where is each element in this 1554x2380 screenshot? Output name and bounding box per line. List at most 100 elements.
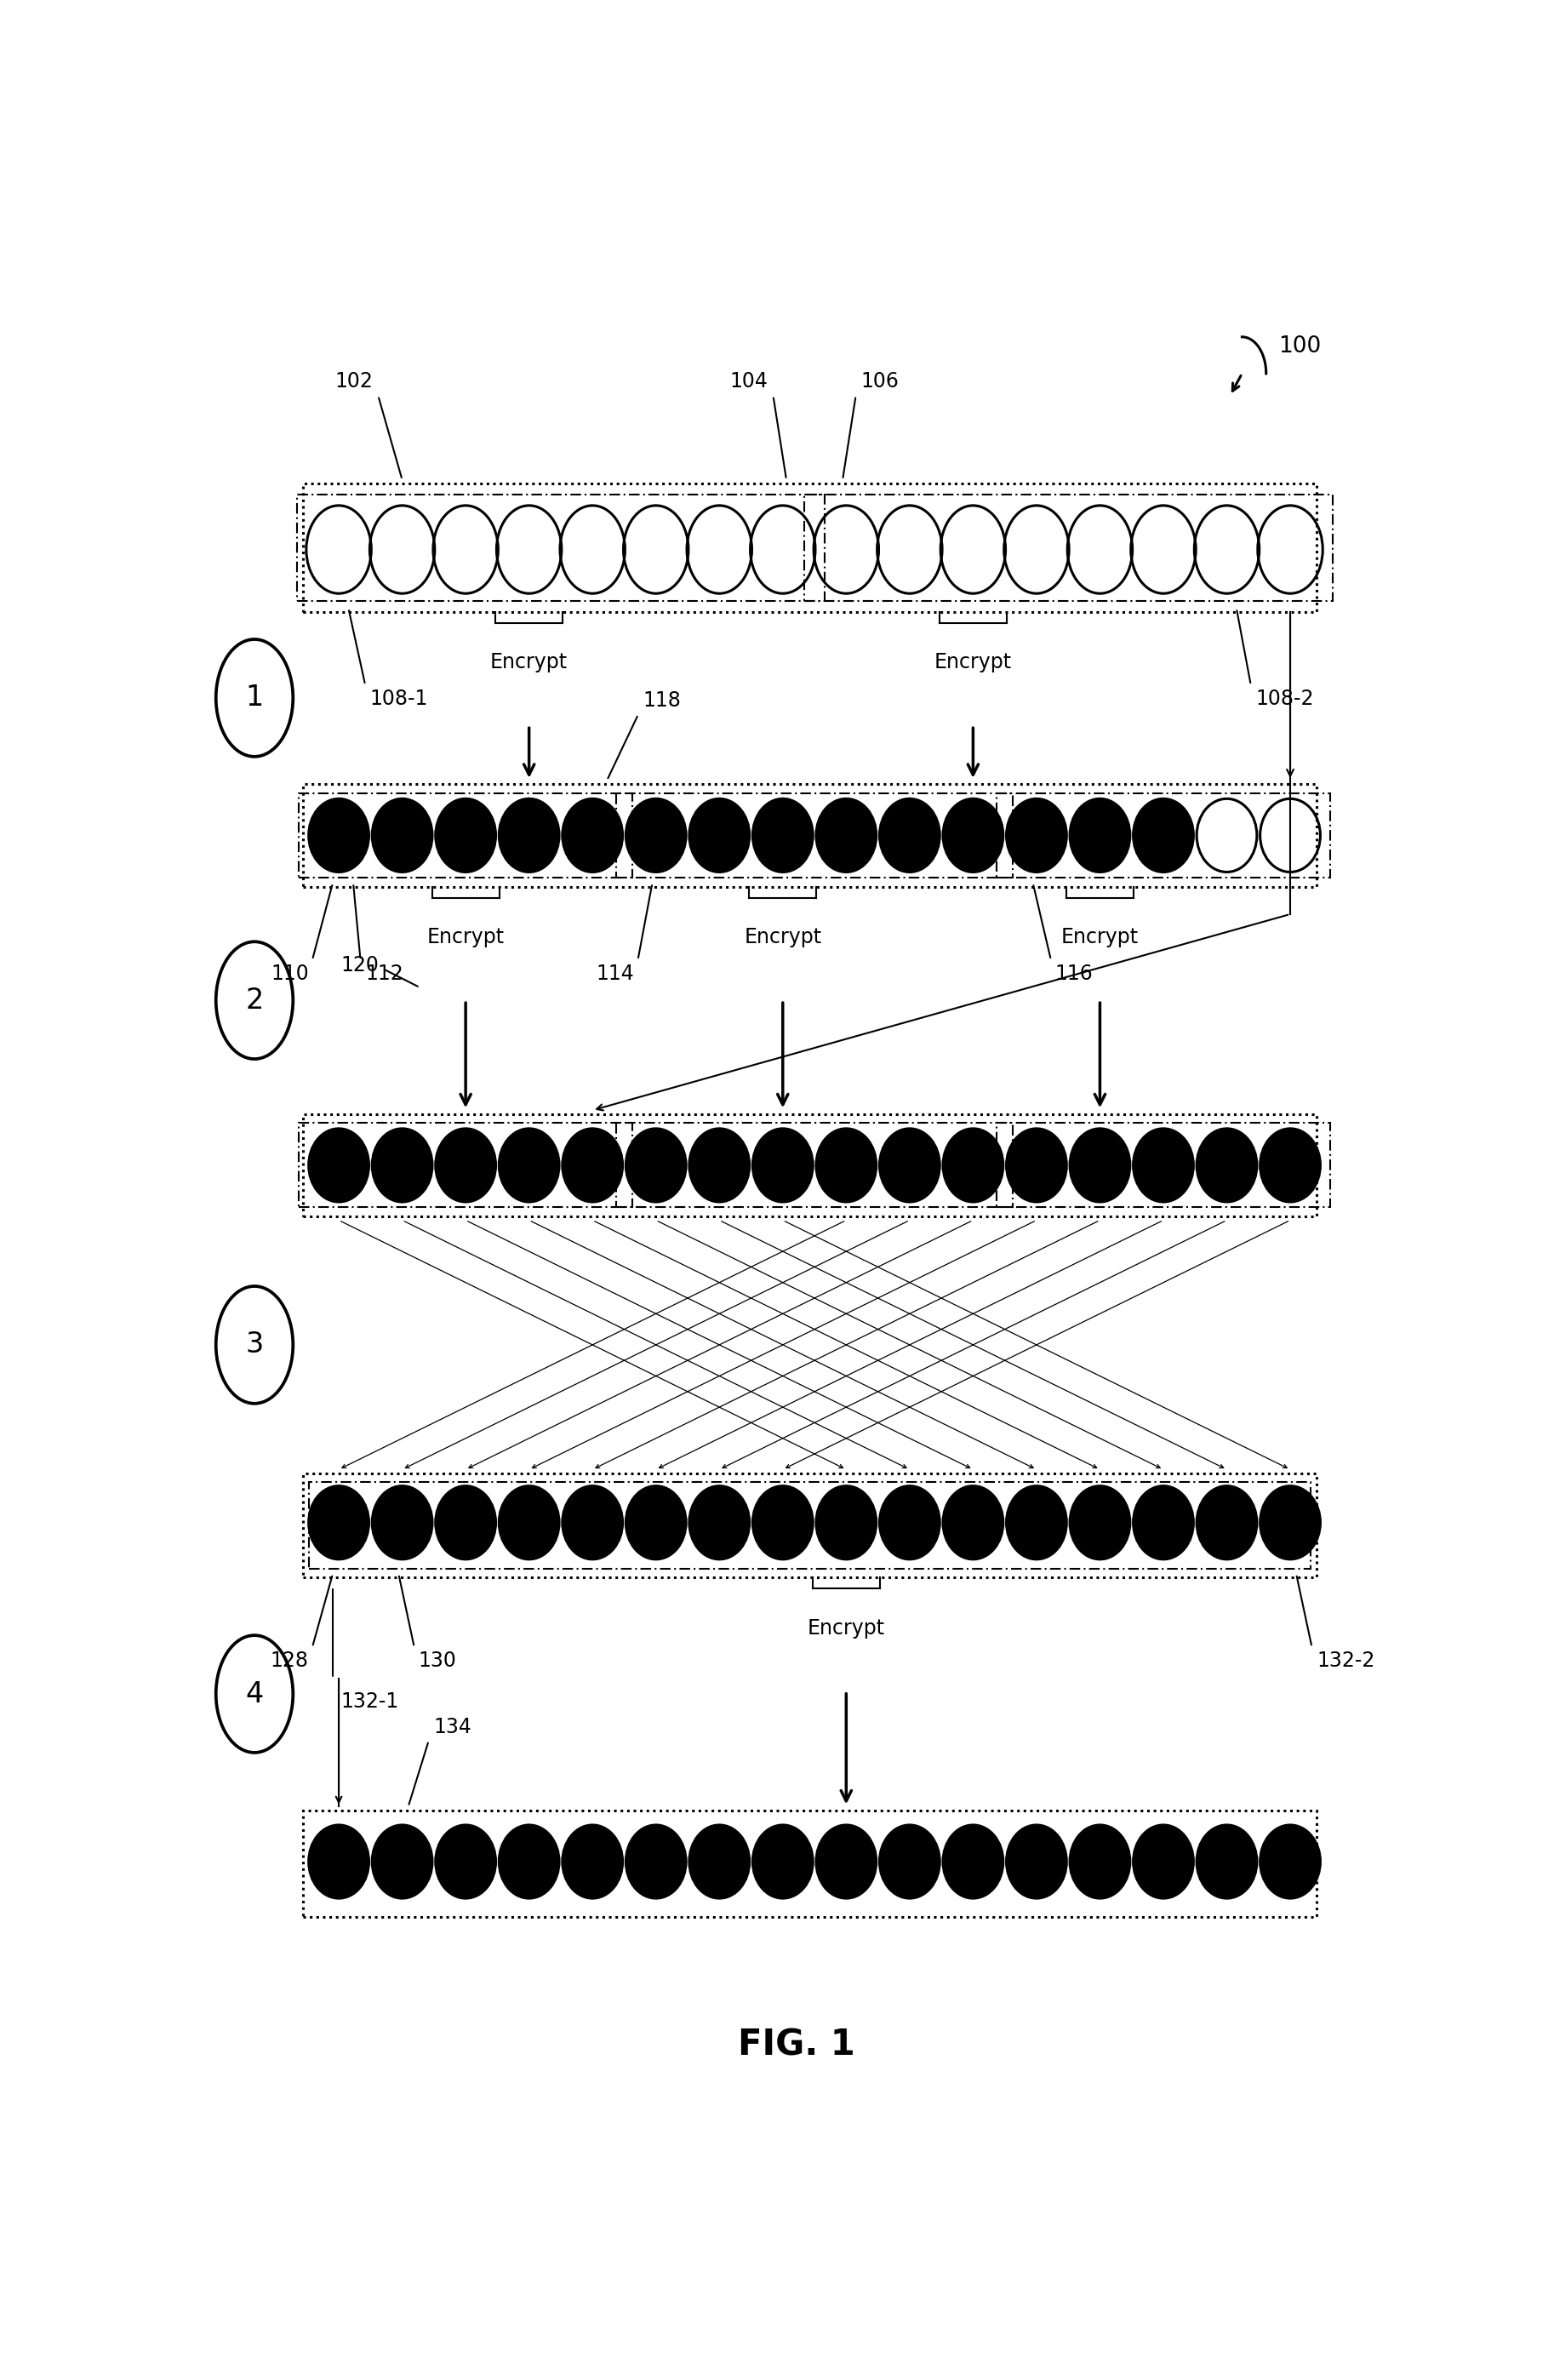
Ellipse shape <box>816 800 876 871</box>
Ellipse shape <box>626 1128 685 1202</box>
Ellipse shape <box>1007 1485 1066 1559</box>
Ellipse shape <box>690 1128 749 1202</box>
Bar <box>309 1483 1310 1568</box>
Ellipse shape <box>752 1485 813 1559</box>
Ellipse shape <box>1133 1485 1193 1559</box>
Text: Encrypt: Encrypt <box>490 652 567 674</box>
Bar <box>297 495 825 600</box>
Ellipse shape <box>1007 800 1066 871</box>
Ellipse shape <box>435 1128 496 1202</box>
Ellipse shape <box>752 1825 813 1899</box>
Ellipse shape <box>371 1128 432 1202</box>
Text: 112: 112 <box>365 964 404 983</box>
Ellipse shape <box>563 1485 623 1559</box>
Ellipse shape <box>880 1485 940 1559</box>
Ellipse shape <box>371 800 432 871</box>
Text: 132-1: 132-1 <box>342 1692 399 1711</box>
Ellipse shape <box>435 800 496 871</box>
Text: 120: 120 <box>340 954 379 976</box>
Ellipse shape <box>690 800 749 871</box>
Ellipse shape <box>1260 1485 1321 1559</box>
Bar <box>298 793 632 878</box>
Ellipse shape <box>499 800 559 871</box>
Bar <box>303 1811 1316 1916</box>
Text: 132-2: 132-2 <box>1316 1652 1375 1671</box>
Text: 104: 104 <box>730 371 768 393</box>
Text: Encrypt: Encrypt <box>427 926 505 947</box>
Text: 128: 128 <box>270 1652 309 1671</box>
Ellipse shape <box>563 1825 623 1899</box>
Ellipse shape <box>690 1485 749 1559</box>
Ellipse shape <box>309 1128 368 1202</box>
Text: 106: 106 <box>861 371 898 393</box>
Text: 1: 1 <box>246 683 264 712</box>
Bar <box>298 1123 632 1207</box>
Ellipse shape <box>1007 1825 1066 1899</box>
Ellipse shape <box>752 800 813 871</box>
Ellipse shape <box>563 1128 623 1202</box>
Ellipse shape <box>943 1128 1004 1202</box>
Bar <box>303 1473 1316 1578</box>
Ellipse shape <box>1197 1825 1257 1899</box>
Ellipse shape <box>943 800 1004 871</box>
Ellipse shape <box>309 1485 368 1559</box>
Ellipse shape <box>499 1825 559 1899</box>
Bar <box>617 793 1013 878</box>
Text: 116: 116 <box>1055 964 1092 983</box>
Ellipse shape <box>880 800 940 871</box>
Ellipse shape <box>1260 1128 1321 1202</box>
Ellipse shape <box>816 1485 876 1559</box>
Ellipse shape <box>1069 1485 1130 1559</box>
Ellipse shape <box>499 1485 559 1559</box>
Ellipse shape <box>1069 1128 1130 1202</box>
Ellipse shape <box>309 1825 368 1899</box>
Bar <box>996 1123 1330 1207</box>
Ellipse shape <box>499 1128 559 1202</box>
Text: 100: 100 <box>1277 336 1321 357</box>
Ellipse shape <box>626 1485 685 1559</box>
Text: 108-1: 108-1 <box>370 688 429 709</box>
Text: 108-2: 108-2 <box>1256 688 1315 709</box>
Text: Encrypt: Encrypt <box>934 652 1012 674</box>
Ellipse shape <box>816 1825 876 1899</box>
Ellipse shape <box>435 1825 496 1899</box>
Ellipse shape <box>690 1825 749 1899</box>
Ellipse shape <box>371 1485 432 1559</box>
Ellipse shape <box>435 1485 496 1559</box>
Text: 114: 114 <box>597 964 634 983</box>
Ellipse shape <box>816 1128 876 1202</box>
Text: 2: 2 <box>246 985 264 1014</box>
Ellipse shape <box>880 1825 940 1899</box>
Ellipse shape <box>1007 1128 1066 1202</box>
Text: 134: 134 <box>434 1716 472 1737</box>
Bar <box>996 793 1330 878</box>
Text: 130: 130 <box>418 1652 455 1671</box>
Text: Encrypt: Encrypt <box>1061 926 1139 947</box>
Ellipse shape <box>752 1128 813 1202</box>
Text: 3: 3 <box>246 1330 264 1359</box>
Ellipse shape <box>626 1825 685 1899</box>
Ellipse shape <box>1197 1485 1257 1559</box>
Ellipse shape <box>1133 1128 1193 1202</box>
Text: 4: 4 <box>246 1680 264 1709</box>
Ellipse shape <box>1133 800 1193 871</box>
Text: Encrypt: Encrypt <box>808 1618 884 1637</box>
Bar <box>617 1123 1013 1207</box>
Ellipse shape <box>1197 1128 1257 1202</box>
Ellipse shape <box>1069 1825 1130 1899</box>
Text: Encrypt: Encrypt <box>744 926 822 947</box>
Bar <box>303 783 1316 888</box>
Ellipse shape <box>1069 800 1130 871</box>
Ellipse shape <box>943 1485 1004 1559</box>
Ellipse shape <box>626 800 685 871</box>
Ellipse shape <box>371 1825 432 1899</box>
Ellipse shape <box>309 800 368 871</box>
Text: 110: 110 <box>270 964 309 983</box>
Ellipse shape <box>563 800 623 871</box>
Ellipse shape <box>1260 1825 1321 1899</box>
Text: 118: 118 <box>643 690 681 712</box>
Ellipse shape <box>880 1128 940 1202</box>
Text: FIG. 1: FIG. 1 <box>738 2028 855 2063</box>
Text: 102: 102 <box>336 371 373 393</box>
Ellipse shape <box>1133 1825 1193 1899</box>
